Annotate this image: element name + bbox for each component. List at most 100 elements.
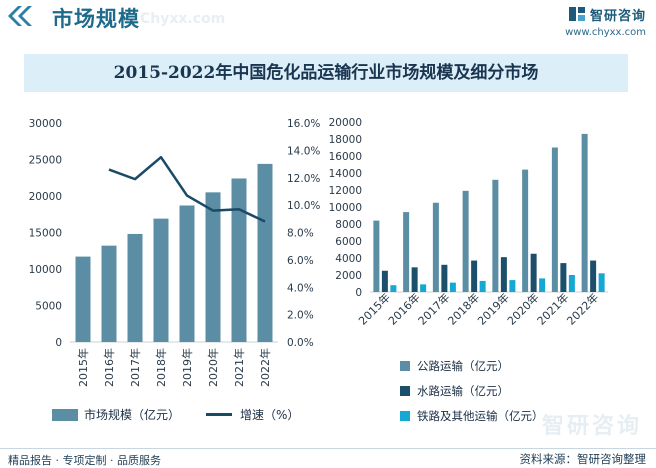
chart-title: 2015-2022年中国危化品运输行业市场规模及细分市场: [113, 63, 539, 83]
header-watermark: Chyxx.com: [140, 11, 226, 27]
rail-other-transport-bar: [568, 275, 575, 292]
right-chart-y-tick-label: 18000: [329, 134, 362, 146]
right-chart-y-tick-label: 10000: [329, 202, 362, 214]
right-chart-x-tick-label: 2016年: [385, 290, 422, 327]
footer-slogan: 精品报告 · 专项定制 · 品质服务: [8, 454, 161, 467]
water-transport-bar: [441, 264, 448, 292]
road-transport-bar: [373, 220, 380, 292]
water-transport-bar: [560, 263, 567, 292]
left-y-tick-label: 30000: [29, 118, 62, 130]
rail-other-transport-bar: [420, 284, 427, 292]
left-y-tick-label: 25000: [29, 155, 62, 167]
left-legend: 市场规模（亿元） 增速（%）: [52, 406, 299, 423]
right-chart-y-tick-label: 0: [355, 287, 362, 299]
right-y-tick-label: 4.0%: [287, 282, 314, 294]
water-transport-bar: [590, 260, 597, 292]
legend-swatch-rail: [400, 410, 410, 421]
legend-swatch-road: [400, 360, 410, 371]
right-chart-y-tick-label: 2000: [335, 270, 362, 282]
right-legend: 公路运输（亿元） 水路运输（亿元） 铁路及其他运输（亿元）: [400, 353, 544, 428]
left-x-tick-label: 2020年: [206, 348, 220, 387]
page-title: 市场规模: [52, 7, 140, 31]
water-transport-bar: [530, 253, 537, 292]
logo-text: 智研咨询: [589, 8, 646, 24]
market-size-bar: [75, 256, 91, 342]
bottom-watermark: 智研咨询: [541, 414, 642, 439]
left-y-tick-label: 10000: [29, 264, 62, 276]
right-chart-x-tick-label: 2017年: [415, 290, 452, 327]
legend-label-growth: 增速（%）: [240, 408, 300, 422]
market-size-bar: [101, 245, 117, 342]
water-transport-bar: [381, 270, 388, 292]
header-chevron-icon: [8, 6, 32, 26]
rail-other-transport-bar: [539, 278, 546, 292]
site-url: www.chyxx.com: [565, 27, 646, 38]
right-chart-x-tick-label: 2018年: [445, 290, 482, 327]
market-size-bar: [127, 233, 143, 342]
right-y-tick-label: 14.0%: [287, 145, 320, 157]
growth-rate-line: [108, 155, 266, 223]
rail-other-transport-bar: [509, 280, 516, 292]
right-chart-x-tick-label: 2021年: [534, 290, 571, 327]
water-transport-bar: [471, 260, 478, 292]
footer-source: 资料来源：智研咨询整理: [519, 452, 647, 466]
road-transport-bar: [492, 179, 499, 292]
road-transport-bar: [403, 212, 410, 292]
rail-other-transport-bar: [479, 280, 486, 292]
left-x-tick-label: 2015年: [76, 348, 90, 387]
rail-other-transport-bar: [390, 285, 397, 292]
legend-label-market: 市场规模（亿元）: [84, 408, 181, 422]
right-y-tick-label: 10.0%: [287, 200, 320, 212]
brand-logo: 智研咨询: [568, 4, 646, 24]
legend-swatch-market: [52, 408, 78, 421]
footer: 精品报告 · 专项定制 · 品质服务 资料来源：智研咨询整理: [0, 448, 656, 467]
right-chart-x-tick-label: 2019年: [475, 290, 512, 327]
rail-other-transport-bar: [449, 282, 456, 292]
right-chart-y-tick-label: 20000: [329, 117, 362, 129]
market-size-bar: [257, 163, 273, 342]
market-size-bar: [179, 205, 195, 342]
logo-icon: [568, 7, 585, 21]
right-chart-y-tick-label: 6000: [335, 236, 362, 248]
right-chart-x-tick-label: 2020年: [504, 290, 541, 327]
left-y-tick-label: 15000: [29, 228, 62, 240]
left-x-tick-label: 2021年: [232, 348, 246, 387]
right-chart-y-tick-label: 16000: [329, 151, 362, 163]
water-transport-bar: [500, 257, 507, 292]
road-transport-bar: [551, 147, 558, 292]
road-transport-bar: [432, 202, 439, 292]
left-y-tick-label: 20000: [29, 191, 62, 203]
water-transport-bar: [411, 267, 418, 292]
legend-label-rail: 铁路及其他运输（亿元）: [417, 408, 544, 423]
right-y-tick-label: 0.0%: [287, 337, 314, 349]
road-transport-bar: [522, 169, 529, 292]
right-y-tick-label: 12.0%: [287, 173, 320, 185]
left-x-tick-label: 2019年: [180, 348, 194, 387]
right-chart-y-tick-label: 4000: [335, 253, 362, 265]
rail-other-transport-bar: [598, 273, 605, 292]
road-transport-bar: [462, 190, 469, 292]
legend-swatch-water: [400, 385, 410, 396]
right-y-tick-label: 2.0%: [287, 310, 314, 322]
right-y-tick-label: 6.0%: [287, 255, 314, 267]
market-size-bar: [231, 178, 247, 342]
market-size-bar: [205, 192, 221, 342]
left-x-tick-label: 2022年: [258, 348, 272, 387]
right-chart-y-tick-label: 14000: [329, 168, 362, 180]
road-transport-bar: [581, 133, 588, 292]
right-chart-y-tick-label: 8000: [335, 219, 362, 231]
right-y-tick-label: 16.0%: [287, 118, 320, 130]
left-y-tick-label: 5000: [35, 301, 62, 313]
legend-swatch-growth: [206, 413, 233, 416]
left-x-tick-label: 2017年: [128, 348, 142, 387]
right-y-tick-label: 8.0%: [287, 228, 314, 240]
right-chart-x-tick-label: 2022年: [564, 290, 601, 327]
right-chart-y-tick-label: 12000: [329, 185, 362, 197]
market-size-bar: [153, 218, 169, 342]
legend-label-road: 公路运输（亿元）: [417, 358, 509, 373]
chart-title-banner: 2015-2022年中国危化品运输行业市场规模及细分市场: [24, 54, 628, 92]
left-x-tick-label: 2018年: [154, 348, 168, 387]
legend-label-water: 水路运输（亿元）: [417, 383, 509, 398]
left-y-tick-label: 0: [55, 337, 62, 349]
